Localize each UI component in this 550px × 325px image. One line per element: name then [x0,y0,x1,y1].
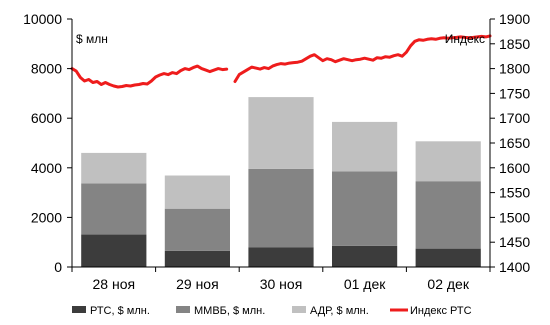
legend-swatch-3 [292,306,306,313]
right-tick-label-2: 1450 [499,234,530,250]
bar-segment-series-3-5 [415,141,481,182]
bar-segment-series-2-2 [164,208,230,251]
x-tick-label-3: 30 ноя [260,276,303,292]
bar-segment-series-2-5 [415,181,481,249]
bar-segment-series-1-4 [332,245,398,267]
left-tick-label-4: 6000 [31,110,62,126]
bar-segment-series-3-1 [81,152,147,184]
legend-label-1: РТС, $ млн. [90,305,150,317]
right-tick-label-5: 1600 [499,160,530,176]
legend-swatch-1 [72,306,86,313]
bar-segment-series-2-1 [81,183,147,235]
left-tick-label-5: 8000 [31,61,62,77]
right-tick-label-9: 1800 [499,61,530,77]
bar-segment-series-1-1 [81,234,147,267]
index-line-1 [70,34,492,89]
left-tick-label-6: 10000 [23,11,62,27]
x-tick-label-4: 01 дек [344,276,386,292]
right-tick-label-4: 1550 [499,185,530,201]
line-layer [70,34,492,89]
legend: РТС, $ млн. ММВБ, $ млн. АДР, $ млн. Индекс… [72,305,472,317]
left-axis-unit-label: $ млн [76,32,108,46]
right-tick-label-6: 1650 [499,135,530,151]
bar-segment-series-2-3 [248,168,314,248]
ticks-layer: 0 2000 4000 6000 8000 10000 1400 1450 1500 1550 16… [23,11,530,292]
right-tick-label-7: 1700 [499,110,530,126]
bar-segment-series-1-3 [248,247,314,267]
right-tick-label-1: 1400 [499,259,530,275]
bar-segment-series-3-4 [332,121,398,172]
legend-label-3: АДР, $ млн. [310,305,369,317]
x-tick-label-2: 29 ноя [176,276,219,292]
left-tick-label-1: 0 [54,259,62,275]
right-tick-label-3: 1500 [499,209,530,225]
right-tick-label-10: 1850 [499,36,530,52]
x-tick-label-1: 28 ноя [93,276,136,292]
bar-segment-series-2-4 [332,171,398,246]
axes-layer [67,18,495,272]
bar-segment-series-3-3 [248,97,314,169]
right-tick-label-8: 1750 [499,85,530,101]
left-tick-label-2: 2000 [31,209,62,225]
legend-label-2: ММВБ, $ млн. [194,305,265,317]
right-axis-unit-label: Индекс [445,32,485,46]
bar-segment-series-1-5 [415,248,481,267]
bar-segment-series-1-2 [164,250,230,267]
bar-segment-series-3-2 [164,175,230,209]
bars-layer [81,97,481,267]
legend-swatch-2 [176,306,190,313]
x-tick-label-5: 02 дек [427,276,469,292]
right-tick-label-11: 1900 [499,11,530,27]
left-tick-label-3: 4000 [31,160,62,176]
legend-label-4: Индекс РТС [410,305,472,317]
